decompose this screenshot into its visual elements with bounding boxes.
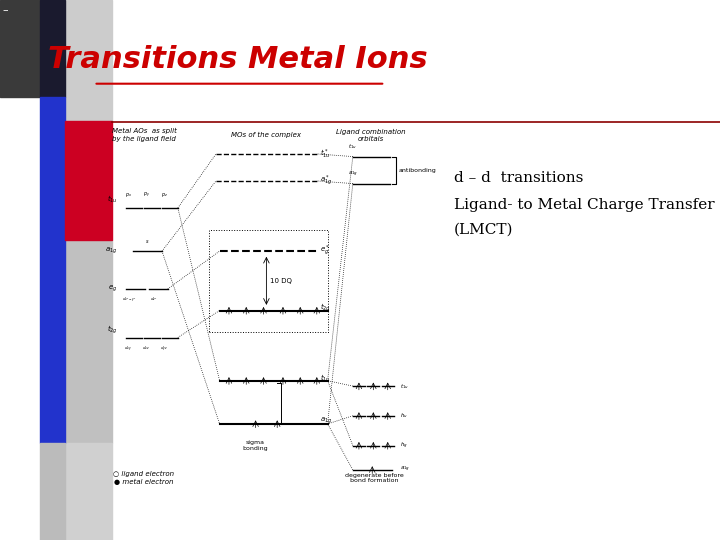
Text: $t_{1u}^*$: $t_{1u}^*$ [320,147,331,160]
Text: Ligand combination
orbitals: Ligand combination orbitals [336,129,405,141]
Text: $d_{yz}$: $d_{yz}$ [161,344,168,353]
Bar [0,0,40,97]
Text: MOs of the complex: MOs of the complex [231,132,302,138]
Text: antibonding: antibonding [398,167,436,173]
Text: $h_g$: $h_g$ [400,441,408,450]
Text: $d_{z^2}$: $d_{z^2}$ [150,296,157,303]
Bar [65,240,112,443]
Text: (LMCT): (LMCT) [454,222,513,237]
Text: Ligand- to Metal Charge Transfer: Ligand- to Metal Charge Transfer [454,198,714,212]
Text: $d_{xz}$: $d_{xz}$ [143,345,150,352]
Text: $d_{xy}$: $d_{xy}$ [124,344,132,353]
Text: $a_{1g}$: $a_{1g}$ [320,416,333,427]
Text: $p_x$: $p_x$ [125,191,132,199]
Text: $h_u$: $h_u$ [400,411,408,420]
Text: Metal AOs  as split
by the ligand field: Metal AOs as split by the ligand field [112,129,176,141]
Bar [209,230,328,332]
Bar [65,443,112,540]
Text: $s$: $s$ [145,238,150,245]
Text: $a_{1g}$: $a_{1g}$ [400,465,410,475]
Bar [40,443,65,540]
Text: $a_{1g}$: $a_{1g}$ [105,246,117,256]
Text: d – d  transitions: d – d transitions [454,171,583,185]
Bar [65,122,112,240]
Text: $t_{2g}$: $t_{2g}$ [320,301,331,314]
Text: $a_{1g}^*$: $a_{1g}^*$ [320,173,333,188]
Text: $p_z$: $p_z$ [161,191,168,199]
Text: $a_{1g}$: $a_{1g}$ [348,170,358,179]
Text: $t_{1u}$: $t_{1u}$ [348,143,357,151]
Text: $t_{1u}$: $t_{1u}$ [320,373,331,383]
Text: Transitions Metal Ions: Transitions Metal Ions [48,45,428,74]
Text: $p_y$: $p_y$ [143,191,150,200]
Text: sigma
bonding: sigma bonding [243,440,269,451]
Text: $t_{1u}$: $t_{1u}$ [107,194,117,205]
Bar [40,97,65,443]
Text: $d_{x^2-y^2}$: $d_{x^2-y^2}$ [122,295,136,305]
Text: degenerate before
bond formation: degenerate before bond formation [345,472,404,483]
Text: $t_{1u}$: $t_{1u}$ [400,382,408,390]
Bar [65,0,112,122]
Text: 10 DQ: 10 DQ [270,278,292,284]
Text: $e_g^*$: $e_g^*$ [320,244,330,259]
Text: $e_g$: $e_g$ [108,284,117,294]
Bar [40,0,65,97]
Text: –: – [2,5,8,16]
Text: ○ ligand electron
● metal electron: ○ ligand electron ● metal electron [114,471,174,484]
Text: $t_{2g}$: $t_{2g}$ [107,323,117,336]
